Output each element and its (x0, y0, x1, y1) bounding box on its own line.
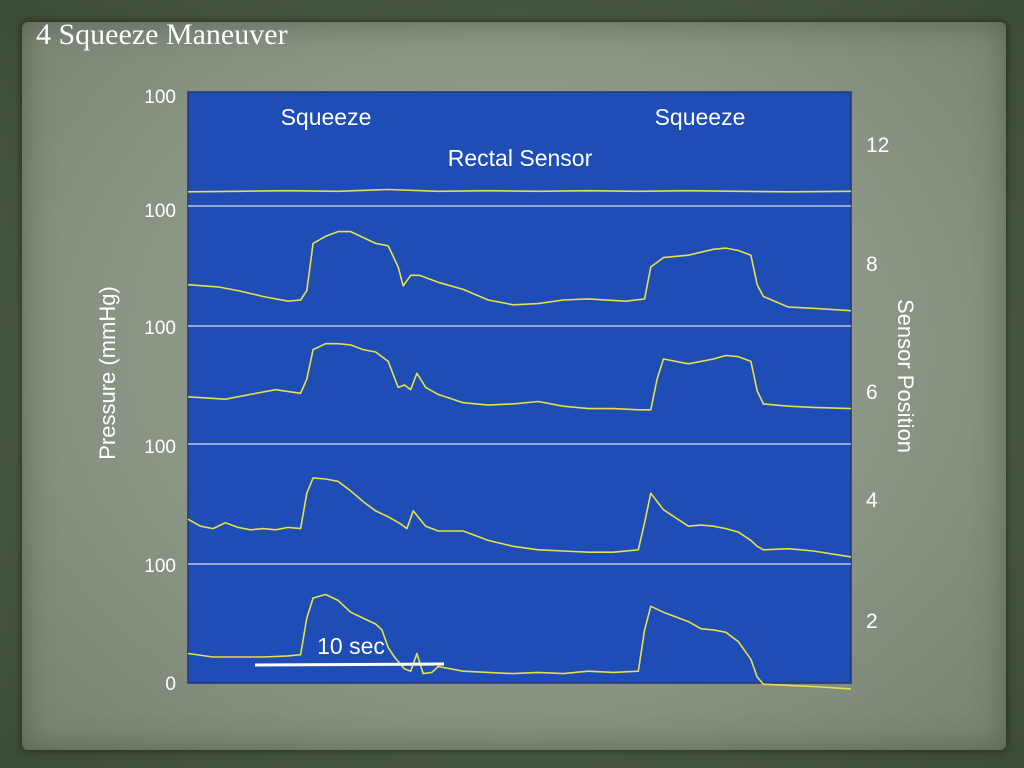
squeeze-annotation-2: Squeeze (655, 104, 746, 130)
pressure-trace-sensor-2 (187, 593, 852, 690)
right-tick-label: 2 (866, 610, 878, 633)
left-tick-labels: 100 100 100 100 100 0 (144, 87, 176, 695)
right-tick-label: 8 (866, 253, 878, 276)
rectal-sensor-label: Rectal Sensor (448, 145, 593, 171)
left-tick-label: 0 (165, 674, 176, 695)
right-tick-labels: 12 8 6 4 2 (866, 134, 889, 633)
y-axis-label-right: Sensor Position (893, 298, 918, 454)
right-tick-label: 12 (866, 134, 889, 157)
pressure-trace-sensor-4 (187, 477, 852, 558)
slide-title: 4 Squeeze Maneuver (36, 18, 288, 51)
pressure-traces (187, 188, 852, 690)
left-tick-label: 100 (144, 556, 176, 577)
right-tick-label: 4 (866, 489, 878, 512)
left-tick-label: 100 (144, 87, 176, 108)
pressure-trace-sensor-8 (187, 230, 852, 312)
time-scale-bar (254, 662, 445, 667)
right-tick-label: 6 (866, 381, 878, 404)
y-axis-label: Pressure (mmHg) (95, 286, 120, 460)
pressure-trace-sensor-12 (187, 188, 852, 193)
pressure-trace-sensor-6 (187, 342, 852, 411)
channel-baselines (188, 205, 851, 565)
scale-bar-label: 10 sec (317, 633, 385, 659)
squeeze-annotation-1: Squeeze (281, 104, 372, 130)
plot-area (187, 91, 852, 684)
left-tick-label: 100 (144, 318, 176, 339)
left-tick-label: 100 (144, 201, 176, 222)
left-tick-label: 100 (144, 437, 176, 458)
